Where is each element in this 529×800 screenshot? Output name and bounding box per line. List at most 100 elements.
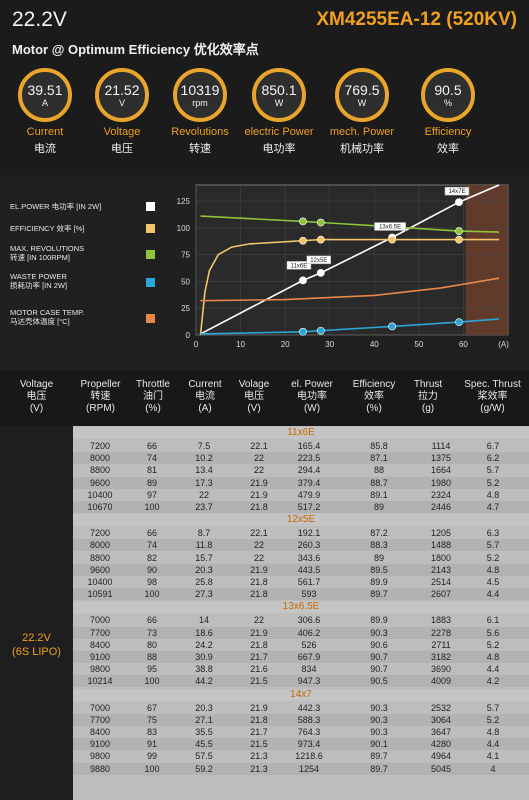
table-cell: 21.9 [250, 477, 268, 488]
table-cell: 21.7 [250, 652, 268, 662]
table-cell: 2446 [430, 502, 452, 512]
table-cell: 21.3 [250, 751, 268, 762]
table-row: 8800 82 15.7 22 343.6 89 1800 5.2 [73, 552, 529, 564]
x-tick-label: 40 [370, 340, 379, 349]
metric-label-en: electric Power [244, 126, 314, 138]
table-body: 11x6E 7200 66 7.5 22.1 165.4 85.8 1114 6.7 8000 74… [73, 426, 529, 800]
table-cell: 4.4 [486, 589, 500, 600]
table-cell: 379.4 [297, 477, 321, 488]
table-cell: 25.8 [195, 577, 213, 587]
table-cell: 1114 [431, 441, 451, 451]
metric-unit: A [41, 97, 48, 108]
overload-region [465, 185, 508, 335]
metric-label-en: Voltage [103, 126, 141, 138]
column-header-zh: 效率 [364, 391, 384, 402]
y-tick-label: 125 [177, 197, 191, 206]
column-header-unit: (V) [29, 403, 44, 414]
data-point [299, 276, 307, 285]
table-row: 10214 100 44.2 21.5 947.3 90.5 4009 4.2 [73, 675, 529, 688]
table-cell: 90.3 [370, 727, 388, 737]
column-header: Throttle 油门 (%) [128, 379, 178, 415]
metric-value: 769.5 [344, 81, 380, 98]
chart-panel: 0 25 50 75 100 125 0 10 20 30 40 50 60 (A) 11x6E 12x5E 1… [0, 175, 529, 370]
data-point [455, 235, 463, 244]
data-point [316, 326, 325, 335]
table-cell: 9600 [89, 564, 111, 575]
metrics-row: 39.51 A Current 电流 21.52 V Voltage 电压 10319 rpm Re… [0, 68, 529, 168]
table-cell: 5.7 [486, 465, 500, 476]
x-tick-label: 0 [194, 340, 199, 349]
table-cell: 1375 [430, 453, 452, 464]
table-cell: 100 [144, 502, 160, 512]
table-row: 7000 66 14 22 306.6 89.9 1883 6.1 [73, 614, 529, 626]
table-cell: 45.5 [195, 739, 213, 750]
column-header-unit: (RPM) [86, 403, 115, 414]
legend-label-zh: 马达壳体温度 [°C] [10, 317, 70, 326]
table-cell: 21.6 [250, 664, 268, 675]
table-cell: 90.3 [370, 702, 388, 713]
legend-swatch [146, 314, 155, 323]
x-tick-label: 10 [236, 340, 245, 349]
table-cell: 2143 [430, 564, 452, 575]
table-cell: 7700 [89, 627, 111, 638]
table-cell: 38.8 [195, 664, 213, 675]
metric-0: 39.51 A Current 电流 [10, 68, 80, 156]
table-cell: 1254 [298, 763, 320, 774]
table-cell: 223.5 [297, 453, 321, 464]
table-cell: 5.2 [486, 639, 500, 650]
column-header-unit: (%) [145, 403, 161, 414]
metric-unit: W [357, 97, 367, 108]
legend-item: WASTE POWER 损耗功率 [IN 2W] [10, 272, 180, 290]
column-header-zh: 电压 [244, 391, 264, 402]
annotation-label: 11x6E [291, 263, 308, 269]
table-cell: 4964 [430, 751, 452, 762]
y-tick-label: 75 [181, 251, 190, 260]
metric-label-en: Efficiency [424, 126, 472, 138]
table-cell: 89 [373, 502, 384, 512]
metric-1: 21.52 V Voltage 电压 [87, 68, 157, 156]
table-row: 7000 67 20.3 21.9 442.3 90.3 2532 5.7 [73, 702, 529, 714]
table-row: 7200 66 7.5 22.1 165.4 85.8 1114 6.7 [73, 440, 529, 452]
table-cell: 81 [146, 465, 157, 476]
table-row: 7700 73 18.6 21.9 406.2 90.3 2278 5.6 [73, 626, 529, 639]
table-cell: 1800 [430, 552, 452, 563]
annotation-box [306, 255, 332, 265]
metric-ring: 10319 rpm [173, 68, 227, 122]
table-cell: 13.4 [195, 465, 213, 476]
metric-ring: 769.5 W [335, 68, 389, 122]
y-tick-label: 50 [181, 277, 190, 286]
table-cell: 22.1 [250, 528, 268, 539]
table-cell: 4.8 [486, 652, 500, 662]
series-line [200, 215, 500, 233]
table-cell: 343.6 [297, 552, 321, 563]
table-cell: 90.7 [370, 664, 388, 675]
metric-5: 90.5% Efficiency 效率 [413, 68, 483, 156]
table-cell: 3647 [430, 727, 452, 737]
x-tick-label: 30 [325, 340, 334, 349]
table-cell: 22 [253, 465, 264, 476]
table-row: 9100 91 45.5 21.5 973.4 90.1 4280 4.4 [73, 738, 529, 751]
table-cell: 15.7 [195, 552, 213, 563]
table-cell: 5.7 [486, 702, 500, 713]
table-cell: 22 [198, 489, 209, 500]
table-cell: 22 [253, 540, 264, 551]
table-cell: 18.6 [195, 627, 213, 638]
column-header-en: Throttle [136, 379, 170, 390]
annotation-box [444, 186, 470, 196]
x-tick-label: (A) [498, 340, 509, 349]
legend-label: MAX. REVOLUTIONS [10, 244, 85, 253]
column-header-zh: 拉力 [418, 391, 438, 402]
table-cell: 21.8 [250, 577, 268, 587]
table-cell: 10400 [87, 577, 113, 587]
table-cell: 90.3 [370, 714, 388, 725]
column-header-unit: (W) [303, 403, 321, 414]
table-cell: 5.2 [486, 714, 500, 725]
column-header-en: Current [188, 379, 222, 390]
metric-label-zh: 电流 [34, 143, 56, 155]
x-tick-label: 20 [281, 340, 290, 349]
column-header-zh: 转速 [90, 391, 111, 402]
table-cell: 10400 [87, 489, 113, 500]
data-point [316, 218, 325, 227]
table-cell: 85.8 [370, 441, 388, 451]
